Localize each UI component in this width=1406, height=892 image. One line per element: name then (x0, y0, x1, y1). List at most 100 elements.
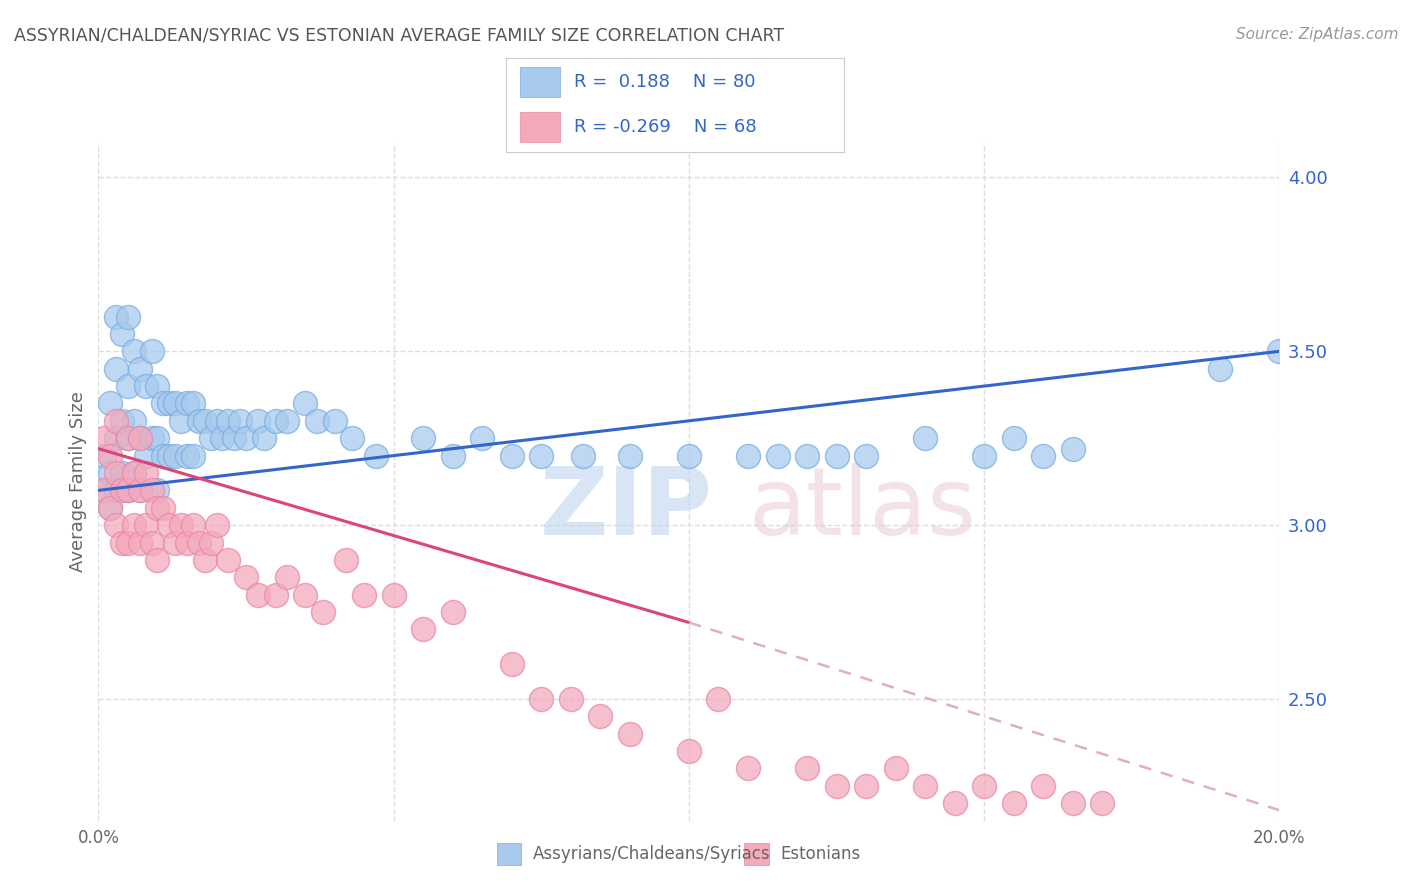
Point (253, 431, 276, 445)
Point (122, 518, 145, 533)
Point (98, 500, 121, 515)
Point (560, 692, 582, 706)
Point (229, 414, 252, 428)
Point (353, 588, 375, 602)
Point (117, 483, 139, 498)
Point (530, 692, 553, 706)
Text: Estonians: Estonians (780, 845, 860, 863)
Point (135, 466, 157, 480)
Point (152, 500, 174, 515)
Point (181, 449, 204, 463)
Point (1032, 779, 1054, 793)
Point (471, 431, 494, 445)
Point (141, 483, 163, 498)
Point (176, 449, 198, 463)
Point (412, 623, 434, 637)
Point (276, 570, 298, 584)
Point (135, 379, 157, 393)
Point (98, 396, 121, 410)
Point (98, 449, 121, 463)
Point (224, 431, 246, 445)
Point (501, 657, 523, 672)
Point (200, 431, 222, 445)
Point (205, 518, 228, 533)
Point (205, 414, 228, 428)
Point (117, 379, 139, 393)
Point (1002, 431, 1025, 445)
Point (914, 779, 936, 793)
Point (766, 449, 789, 463)
Point (441, 605, 464, 619)
Bar (520, 68, 560, 97)
Point (194, 414, 217, 428)
Point (105, 310, 128, 324)
Point (211, 431, 233, 445)
Point (111, 414, 134, 428)
Point (152, 449, 174, 463)
Point (117, 431, 139, 445)
Point (111, 326, 134, 341)
Point (135, 449, 157, 463)
Point (111, 535, 134, 549)
Bar (496, 843, 522, 865)
Point (146, 553, 169, 567)
Point (181, 396, 204, 410)
Point (1209, 361, 1232, 376)
Point (105, 414, 128, 428)
Point (1032, 449, 1054, 463)
Point (128, 483, 150, 498)
Point (93, 483, 115, 498)
Point (1268, 344, 1291, 359)
Point (412, 431, 434, 445)
Point (217, 414, 239, 428)
Point (619, 449, 641, 463)
Point (855, 449, 877, 463)
Point (117, 483, 139, 498)
Point (135, 518, 157, 533)
Point (276, 414, 298, 428)
Point (105, 431, 128, 445)
Point (146, 500, 169, 515)
Point (678, 744, 700, 758)
Point (1002, 797, 1025, 811)
Point (141, 431, 163, 445)
Point (105, 483, 128, 498)
Point (943, 797, 966, 811)
Y-axis label: Average Family Size: Average Family Size (69, 392, 87, 572)
Point (122, 466, 145, 480)
Point (678, 449, 700, 463)
Point (170, 414, 193, 428)
Point (93, 483, 115, 498)
Point (181, 518, 204, 533)
Point (235, 570, 257, 584)
Point (737, 762, 759, 776)
Point (1062, 797, 1084, 811)
Text: R = -0.269    N = 68: R = -0.269 N = 68 (574, 119, 756, 136)
Point (176, 535, 198, 549)
Point (98, 500, 121, 515)
Point (128, 483, 150, 498)
Point (589, 709, 612, 723)
Point (128, 361, 150, 376)
Point (98, 466, 121, 480)
Point (157, 449, 180, 463)
Point (200, 535, 222, 549)
Point (146, 379, 169, 393)
Text: Assyrians/Chaldeans/Syriacs: Assyrians/Chaldeans/Syriacs (533, 845, 770, 863)
Point (165, 449, 187, 463)
Point (707, 692, 730, 706)
Point (93, 449, 115, 463)
Point (105, 361, 128, 376)
Point (796, 449, 818, 463)
Point (530, 449, 553, 463)
Point (146, 431, 169, 445)
Point (152, 396, 174, 410)
Point (501, 449, 523, 463)
Point (122, 414, 145, 428)
Point (914, 431, 936, 445)
Point (141, 535, 163, 549)
Point (1062, 442, 1084, 456)
Point (128, 535, 150, 549)
Point (294, 588, 316, 602)
Point (973, 449, 995, 463)
